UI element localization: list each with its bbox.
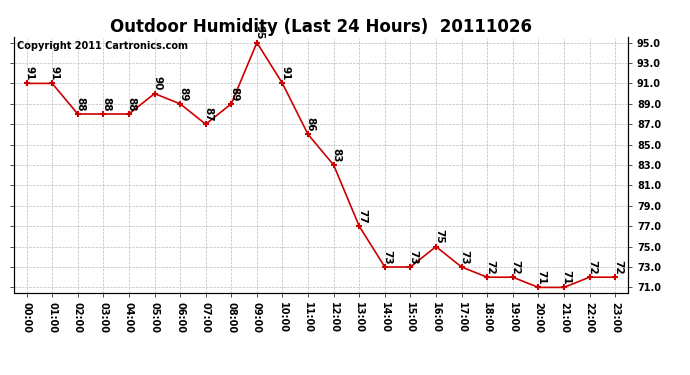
Text: 88: 88 (75, 97, 86, 111)
Text: 89: 89 (178, 87, 188, 101)
Text: 72: 72 (485, 260, 495, 274)
Text: 72: 72 (587, 260, 598, 274)
Text: 83: 83 (331, 148, 342, 162)
Text: 77: 77 (357, 209, 367, 224)
Text: 75: 75 (434, 229, 444, 244)
Text: 90: 90 (152, 76, 162, 91)
Text: 95: 95 (255, 26, 265, 40)
Text: 72: 72 (511, 260, 520, 274)
Text: 86: 86 (306, 117, 316, 132)
Text: Copyright 2011 Cartronics.com: Copyright 2011 Cartronics.com (17, 41, 188, 51)
Text: 71: 71 (562, 270, 572, 285)
Text: 91: 91 (24, 66, 34, 81)
Text: 91: 91 (280, 66, 290, 81)
Text: 88: 88 (127, 97, 137, 111)
Title: Outdoor Humidity (Last 24 Hours)  20111026: Outdoor Humidity (Last 24 Hours) 2011102… (110, 18, 532, 36)
Text: 71: 71 (536, 270, 546, 285)
Text: 72: 72 (613, 260, 623, 274)
Text: 73: 73 (382, 250, 393, 264)
Text: 87: 87 (204, 107, 213, 122)
Text: 91: 91 (50, 66, 60, 81)
Text: 73: 73 (460, 250, 469, 264)
Text: 73: 73 (408, 250, 418, 264)
Text: 88: 88 (101, 97, 111, 111)
Text: 89: 89 (229, 87, 239, 101)
